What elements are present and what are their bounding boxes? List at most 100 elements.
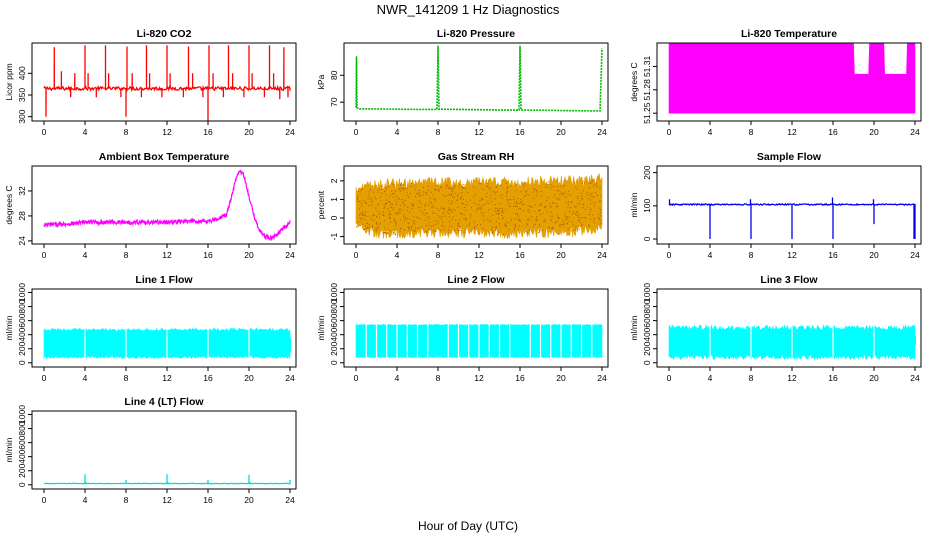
rh-point [535,219,537,221]
rh-point [457,194,459,196]
rh-point [357,195,359,197]
rh-point [545,183,547,185]
rh-point [377,190,379,192]
rh-point [553,196,555,198]
rh-point [433,207,435,209]
y-tick-label: 400 [642,327,652,341]
rh-point [432,194,434,196]
rh-point [466,201,468,203]
rh-point [488,209,490,211]
rh-point [542,212,544,214]
rh-point [438,190,440,192]
series-area-gas_rh [355,172,603,240]
x-tick-label: 8 [749,373,754,383]
rh-point [452,187,454,189]
rh-point [395,223,397,225]
rh-point [446,185,448,187]
rh-point [451,219,453,221]
rh-point [400,187,402,189]
rh-point [425,225,427,227]
rh-point [574,229,576,231]
rh-point [398,208,400,210]
rh-point [594,191,596,193]
rh-point [414,229,416,231]
rh-point [527,194,529,196]
rh-point [482,204,484,206]
rh-point [498,217,500,219]
x-tick-label: 20 [556,250,566,260]
rh-point [435,230,437,232]
rh-point [470,217,472,219]
rh-point [392,232,394,234]
rh-point [376,226,378,228]
rh-point [498,231,500,233]
rh-point [430,229,432,231]
rh-point [417,227,419,229]
rh-point [499,211,501,213]
rh-point [456,228,458,230]
rh-point [600,215,602,217]
x-tick-label: 24 [285,250,295,260]
y-axis-label: Licor ppm [4,63,14,100]
figure-x-axis-label: Hour of Day (UTC) [418,519,518,533]
rh-point [409,211,411,213]
rh-point [393,183,395,185]
rh-point [497,234,499,236]
y-tick-label: -1 [329,233,339,241]
rh-point [448,207,450,209]
rh-point [482,199,484,201]
series-co2 [43,45,291,121]
rh-point [574,206,576,208]
rh-point [575,213,577,215]
rh-point [505,209,507,211]
rh-point [384,232,386,234]
x-tick-label: 4 [395,127,400,137]
rh-point [514,218,516,220]
x-tick-label: 12 [162,250,172,260]
rh-point [531,216,533,218]
rh-point [544,219,546,221]
rh-point [495,213,497,215]
rh-point [539,209,541,211]
plot-frame [343,288,609,368]
rh-point [539,204,541,206]
rh-point [487,200,489,202]
rh-point [579,219,581,221]
rh-point [465,218,467,220]
rh-point [356,197,358,199]
rh-point [536,191,538,193]
rh-point [506,199,508,201]
rh-point [516,183,518,185]
y-tick-label: 0 [642,360,652,365]
rh-point [551,227,553,229]
rh-point [385,187,387,189]
rh-point [557,216,559,218]
rh-point [377,210,379,212]
rh-point [499,203,501,205]
rh-point [548,183,550,185]
rh-point [372,214,374,216]
rh-point [475,187,477,189]
y-tick-label: 24 [17,236,27,246]
rh-point [599,187,601,189]
rh-point [434,200,436,202]
rh-point [513,198,515,200]
rh-point [442,221,444,223]
rh-point [465,219,467,221]
rh-point [427,228,429,230]
x-tick-label: 0 [42,373,47,383]
rh-point [507,200,509,202]
y-tick-label: 1000 [17,405,27,424]
rh-point [577,196,579,198]
rh-point [457,224,459,226]
rh-point [375,228,377,230]
series-area-licor_temp [668,43,916,114]
rh-point [359,193,361,195]
rh-point [441,225,443,227]
rh-point [590,218,592,220]
rh-point [493,190,495,192]
rh-point [553,202,555,204]
rh-point [461,192,463,194]
rh-point [360,212,362,214]
rh-point [459,229,461,231]
